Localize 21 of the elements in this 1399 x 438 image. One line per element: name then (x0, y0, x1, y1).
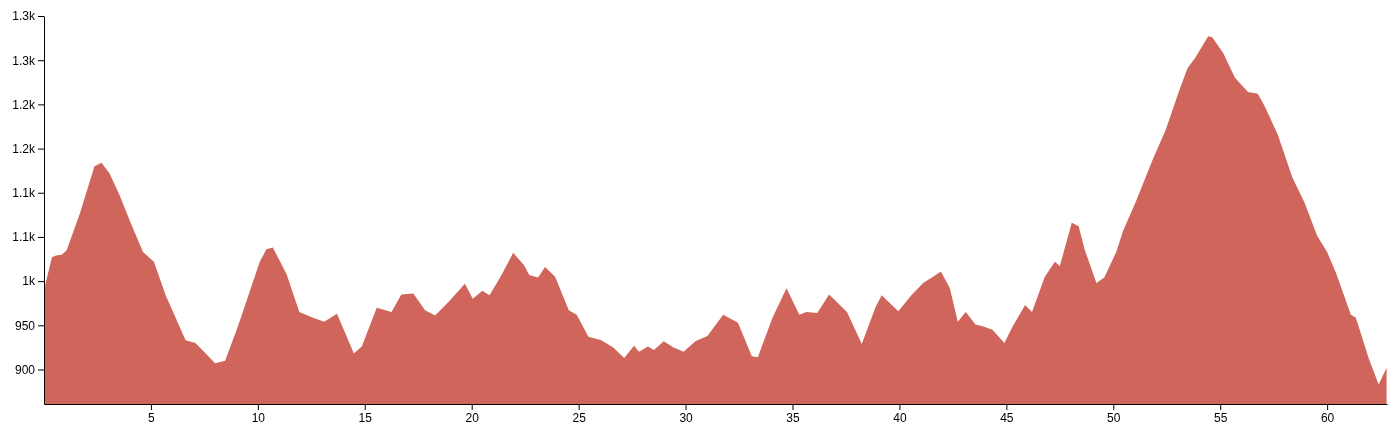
y-tick-label: 1.3k (12, 9, 36, 24)
x-tick-label: 45 (1000, 410, 1014, 425)
y-tick-label: 1.3k (12, 53, 36, 68)
y-tick-label: 1.1k (12, 186, 36, 201)
x-tick-label: 35 (786, 410, 800, 425)
y-tick-label: 900 (14, 362, 36, 377)
x-tick-label: 20 (465, 410, 480, 425)
x-tick-label: 40 (893, 410, 907, 425)
y-tick-label: 1.1k (12, 230, 36, 245)
x-tick-label: 25 (572, 410, 587, 425)
x-tick-label: 10 (251, 410, 266, 425)
x-tick-label: 15 (358, 410, 373, 425)
y-tick-label: 1.2k (12, 97, 36, 112)
x-tick-label: 55 (1214, 410, 1228, 425)
x-tick-label: 60 (1320, 410, 1335, 425)
x-tick-label: 50 (1107, 410, 1121, 425)
y-tick-label: 950 (14, 318, 36, 333)
y-tick-label: 1.2k (12, 141, 36, 156)
y-tick-label: 1k (22, 274, 36, 289)
x-tick-label: 5 (148, 410, 156, 425)
x-tick-label: 30 (679, 410, 694, 425)
